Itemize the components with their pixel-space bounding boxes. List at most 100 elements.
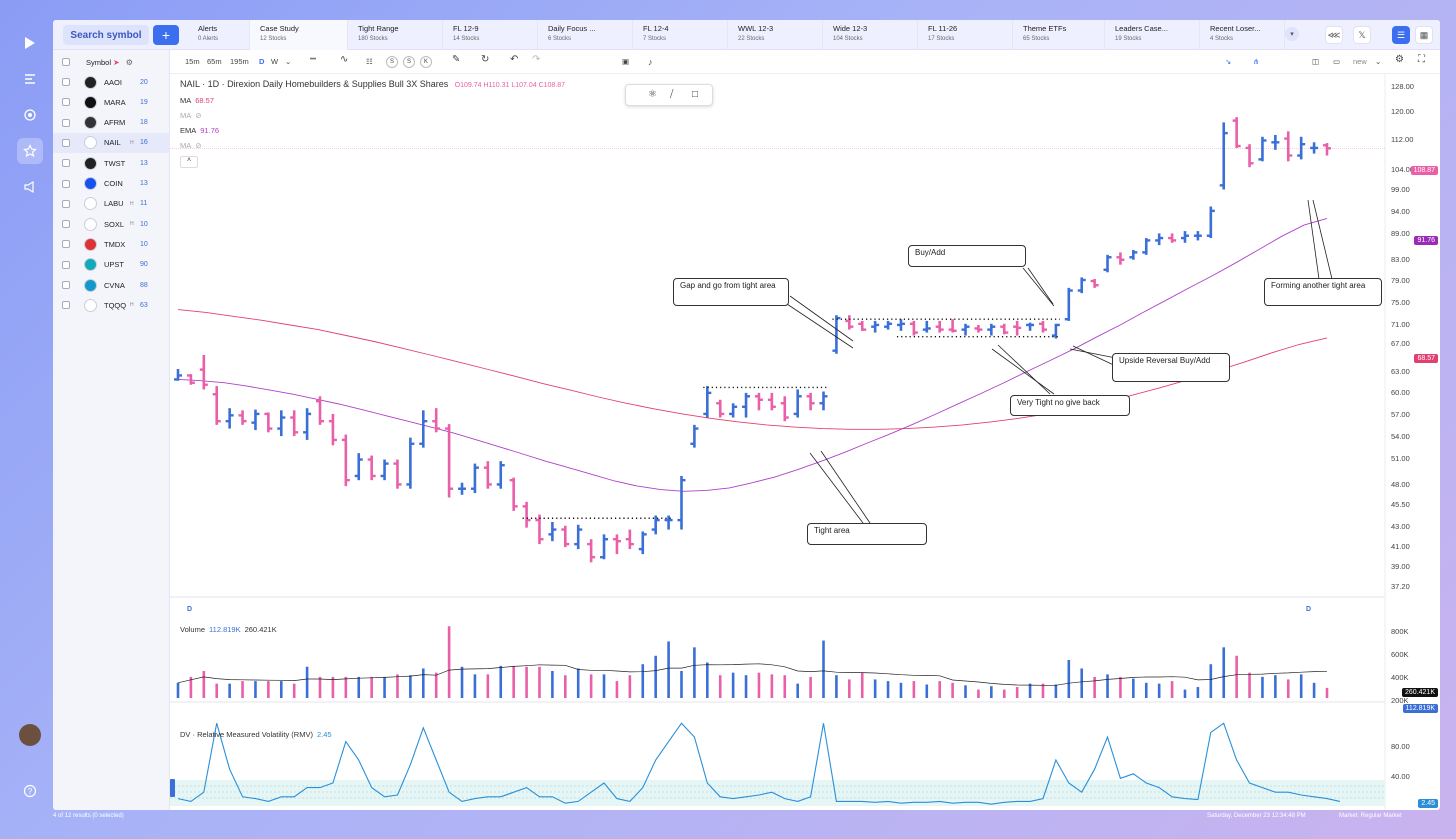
- chevron-down-icon[interactable]: ▾: [1285, 27, 1299, 41]
- share-icon[interactable]: ⋘: [1325, 26, 1343, 44]
- line-tool-icon[interactable]: ⧸: [670, 89, 674, 100]
- callout-gap-and-go[interactable]: Gap and go from tight area: [673, 278, 789, 306]
- timeframe-button[interactable]: D: [259, 57, 265, 66]
- chevron-down-icon[interactable]: ⌄: [1375, 57, 1382, 66]
- compare-icon[interactable]: ⋔: [1253, 57, 1260, 66]
- watchlist-row[interactable]: AAOI 20: [53, 72, 170, 92]
- watchlist-tab[interactable]: FL 12-9 14 Stocks: [443, 20, 538, 50]
- watchlist-tab[interactable]: Wide 12-3 104 Stocks: [823, 20, 918, 50]
- undo-icon[interactable]: ↶: [510, 54, 519, 65]
- target-icon[interactable]: [17, 102, 43, 128]
- chart-canvas[interactable]: [170, 74, 1440, 810]
- row-checkbox[interactable]: [62, 98, 70, 107]
- redo-icon[interactable]: ↷: [532, 54, 541, 65]
- calendar-icon[interactable]: ▣: [622, 57, 630, 66]
- row-checkbox[interactable]: [62, 159, 70, 168]
- megaphone-icon[interactable]: [17, 174, 43, 200]
- row-checkbox[interactable]: [62, 179, 70, 188]
- bar-style-icon[interactable]: ┅: [310, 54, 317, 65]
- fullscreen-icon[interactable]: ⛶: [1418, 54, 1425, 65]
- timeframe-button[interactable]: 65m: [207, 57, 222, 66]
- watchlist-row[interactable]: TWST 13: [53, 153, 170, 173]
- star-icon[interactable]: [17, 138, 43, 164]
- timeframe-button[interactable]: 15m: [185, 57, 200, 66]
- refresh-icon[interactable]: ↻: [481, 54, 490, 65]
- eye-off-icon[interactable]: ⊘: [195, 111, 202, 120]
- watchlist-tabbar: Search symbol + Alerts 0 Alerts Case Study…: [53, 20, 1440, 50]
- callout-buy-add[interactable]: Buy/Add: [908, 245, 1026, 267]
- watchlist-tab[interactable]: Alerts 0 Alerts: [188, 20, 250, 50]
- row-checkbox[interactable]: [62, 138, 70, 147]
- bell-icon[interactable]: ♪: [648, 57, 653, 67]
- watchlist-tab[interactable]: FL 11-26 17 Stocks: [918, 20, 1013, 50]
- tab-title: Tight Range: [358, 24, 399, 33]
- watchlist-row[interactable]: SOXL H 10: [53, 214, 170, 234]
- select-all-checkbox[interactable]: [62, 58, 70, 66]
- study-badge[interactable]: S: [403, 56, 415, 68]
- watchlist-tab[interactable]: WWL 12-3 22 Stocks: [728, 20, 823, 50]
- watchlist-row[interactable]: TMDX 10: [53, 234, 170, 254]
- draw-icon[interactable]: ✎: [452, 54, 461, 65]
- timeframe-button[interactable]: 195m: [230, 57, 249, 66]
- watchlist-row[interactable]: MARA 19: [53, 92, 170, 112]
- logo-icon[interactable]: [17, 30, 43, 56]
- row-checkbox[interactable]: [62, 240, 70, 249]
- folder-icon[interactable]: ▭: [1333, 57, 1341, 66]
- tab-title: FL 12-9: [453, 24, 479, 33]
- rocket-icon: ➤: [113, 57, 120, 67]
- trend-tool-icon[interactable]: ⚛: [648, 89, 657, 100]
- watchlist-tab[interactable]: Daily Focus ... 6 Stocks: [538, 20, 633, 50]
- chart-type-icon[interactable]: ↘: [1225, 57, 1232, 66]
- watchlist-tab[interactable]: Theme ETFs 65 Stocks: [1013, 20, 1105, 50]
- study-badge[interactable]: K: [420, 56, 432, 68]
- symbol-header[interactable]: Symbol: [86, 57, 112, 67]
- chart-area[interactable]: NAIL · 1D · Direxion Daily Homebuilders …: [170, 74, 1440, 810]
- settings-icon[interactable]: ⚙: [1395, 54, 1404, 65]
- watchlist-row[interactable]: NAIL H 16: [53, 132, 170, 153]
- timeframe-button[interactable]: W: [271, 57, 279, 66]
- row-checkbox[interactable]: [62, 199, 70, 208]
- row-checkbox[interactable]: [62, 220, 70, 229]
- watchlist-row[interactable]: LABU H 11: [53, 194, 170, 214]
- list-view-icon[interactable]: ☰: [1392, 26, 1410, 44]
- settings-gear-icon[interactable]: ⚙: [125, 57, 133, 67]
- menu-icon[interactable]: [17, 66, 43, 92]
- watchlist-tab[interactable]: Recent Loser... 4 Stocks: [1200, 20, 1285, 50]
- layout-name[interactable]: new: [1353, 57, 1367, 66]
- watchlist-tab[interactable]: Tight Range 180 Stocks: [348, 20, 443, 50]
- watchlist-row[interactable]: COIN 13: [53, 174, 170, 194]
- layout-icon[interactable]: ☷: [366, 57, 373, 66]
- watchlist-tab[interactable]: FL 12-4 7 Stocks: [633, 20, 728, 50]
- volume-value-2: 260.421K: [244, 625, 277, 634]
- row-checkbox[interactable]: [62, 260, 70, 269]
- row-checkbox[interactable]: [62, 118, 70, 127]
- chevron-down-icon[interactable]: ⌄: [285, 57, 292, 66]
- row-checkbox[interactable]: [62, 281, 70, 289]
- ticker-symbol: NAIL: [104, 138, 121, 148]
- row-checkbox[interactable]: [62, 301, 70, 310]
- collapse-legend-icon[interactable]: ˄: [180, 156, 198, 168]
- callout-forming-tight[interactable]: Forming another tight area: [1264, 278, 1382, 306]
- comment-tool-icon[interactable]: □: [692, 89, 699, 100]
- callout-very-tight[interactable]: Very Tight no give back: [1010, 395, 1130, 416]
- watchlist-tab[interactable]: Leaders Case... 19 Stocks: [1105, 20, 1200, 50]
- eye-off-icon[interactable]: ⊘: [195, 141, 202, 150]
- add-watchlist-button[interactable]: +: [153, 25, 179, 45]
- row-checkbox[interactable]: [62, 78, 70, 86]
- price-axis-label: 120.00: [1391, 107, 1414, 116]
- x-social-icon[interactable]: 𝕏: [1353, 26, 1371, 44]
- indicators-icon[interactable]: ∿: [340, 54, 349, 65]
- watchlist-row[interactable]: TQQQ H 63: [53, 295, 170, 315]
- watchlist-row[interactable]: UPST 90: [53, 255, 170, 275]
- study-badge[interactable]: S: [386, 56, 398, 68]
- search-symbol-button[interactable]: Search symbol: [63, 25, 149, 45]
- profile-avatar[interactable]: [19, 724, 41, 746]
- help-icon[interactable]: ?: [17, 778, 43, 804]
- callout-tight-area[interactable]: Tight area: [807, 523, 927, 545]
- watchlist-tab[interactable]: Case Study 12 Stocks: [250, 20, 348, 50]
- watchlist-row[interactable]: AFRM 18: [53, 113, 170, 133]
- panel-icon[interactable]: ◫: [1312, 57, 1320, 66]
- watchlist-row[interactable]: CVNA 88: [53, 275, 170, 295]
- callout-upside-reversal[interactable]: Upside Reversal Buy/Add: [1112, 353, 1230, 382]
- grid-view-icon[interactable]: ▦: [1415, 26, 1433, 44]
